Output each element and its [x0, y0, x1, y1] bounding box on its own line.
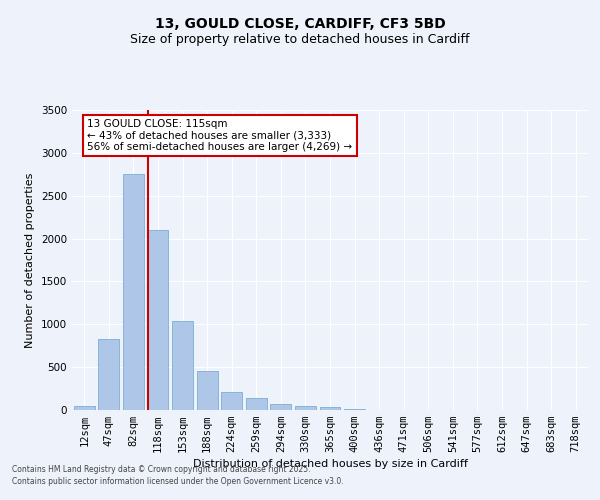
Bar: [246, 398, 267, 410]
Bar: [74, 406, 95, 410]
Bar: [197, 370, 218, 410]
Text: 13 GOULD CLOSE: 115sqm
← 43% of detached houses are smaller (3,333)
56% of semi-: 13 GOULD CLOSE: 115sqm ← 43% of detached…: [88, 119, 353, 152]
Text: Size of property relative to detached houses in Cardiff: Size of property relative to detached ho…: [130, 32, 470, 46]
X-axis label: Distribution of detached houses by size in Cardiff: Distribution of detached houses by size …: [193, 460, 467, 469]
Text: Contains public sector information licensed under the Open Government Licence v3: Contains public sector information licen…: [12, 476, 344, 486]
Bar: [295, 406, 316, 410]
Bar: [148, 230, 169, 410]
Bar: [344, 409, 365, 410]
Bar: [123, 174, 144, 410]
Y-axis label: Number of detached properties: Number of detached properties: [25, 172, 35, 348]
Text: 13, GOULD CLOSE, CARDIFF, CF3 5BD: 13, GOULD CLOSE, CARDIFF, CF3 5BD: [155, 18, 445, 32]
Bar: [98, 339, 119, 410]
Bar: [172, 321, 193, 410]
Bar: [221, 392, 242, 410]
Bar: [320, 408, 340, 410]
Text: Contains HM Land Registry data © Crown copyright and database right 2025.: Contains HM Land Registry data © Crown c…: [12, 466, 311, 474]
Bar: [271, 404, 292, 410]
